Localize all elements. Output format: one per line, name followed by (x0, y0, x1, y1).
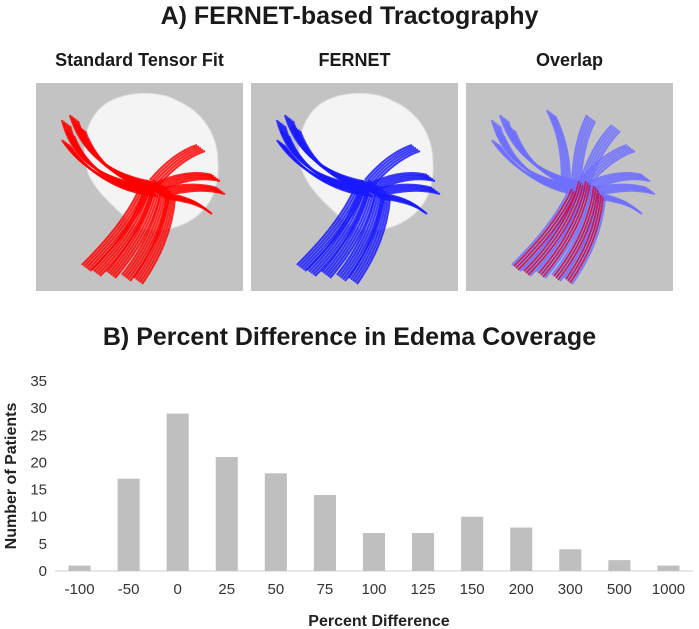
tractography-image-fernet (275, 92, 441, 285)
tractography-image-overlap (490, 109, 656, 285)
tractography-panel-fernet (251, 83, 458, 291)
x-tick-label: 300 (558, 581, 583, 598)
bar--50 (117, 478, 140, 571)
bar-0 (166, 413, 189, 571)
x-tick-label: 125 (411, 581, 436, 598)
x-tick-label: 100 (361, 581, 386, 598)
figure-title-a: A) FERNET-based Tractography (160, 2, 539, 30)
y-tick-label: 30 (30, 400, 47, 417)
x-tick-label: 25 (218, 581, 235, 598)
panel-label-overlap: Overlap (535, 50, 604, 70)
panel-label-fernet: FERNET (318, 50, 391, 70)
x-tick-label: 1000 (652, 581, 685, 598)
y-axis-title: Number of Patients (3, 403, 20, 550)
x-tick-label: 50 (268, 581, 285, 598)
bar-25 (215, 457, 238, 571)
bar-200 (510, 527, 533, 571)
chart-title: B) Percent Difference in Edema Coverage (102, 323, 597, 351)
bar-125 (412, 533, 435, 571)
x-tick-label: 200 (509, 581, 534, 598)
y-tick-label: 35 (30, 373, 47, 390)
y-tick-label: 5 (39, 536, 47, 553)
bar-chart: 0 5 10 15 20 25 30 35 -100 -50 0 25 50 75 100 125 150 200… (3, 373, 693, 629)
y-tick-label: 25 (30, 427, 47, 444)
bar-100 (362, 533, 386, 571)
bar-500 (608, 560, 631, 571)
y-tick-label: 15 (30, 482, 47, 499)
panel-label-standard: Standard Tensor Fit (55, 50, 224, 70)
bar-300 (559, 549, 582, 571)
tractography-panel-standard (36, 83, 243, 291)
bar-150 (461, 516, 484, 571)
bar-50 (264, 473, 287, 571)
x-tick-label: 75 (317, 581, 334, 598)
x-tick-label: -100 (65, 581, 95, 598)
y-tick-label: 0 (39, 563, 47, 580)
x-tick-label: -50 (118, 581, 140, 598)
tractography-panel-overlap (466, 83, 673, 291)
bar--100 (68, 565, 91, 571)
bar-75 (313, 495, 336, 571)
bar-1000 (657, 565, 680, 571)
y-tick-label: 20 (30, 454, 47, 471)
tractography-image-standard (60, 92, 226, 285)
x-tick-label: 500 (607, 581, 632, 598)
x-axis-title: Percent Difference (308, 613, 449, 629)
y-tick-label: 10 (30, 509, 47, 526)
x-tick-label: 150 (460, 581, 485, 598)
x-tick-label: 0 (174, 581, 182, 598)
